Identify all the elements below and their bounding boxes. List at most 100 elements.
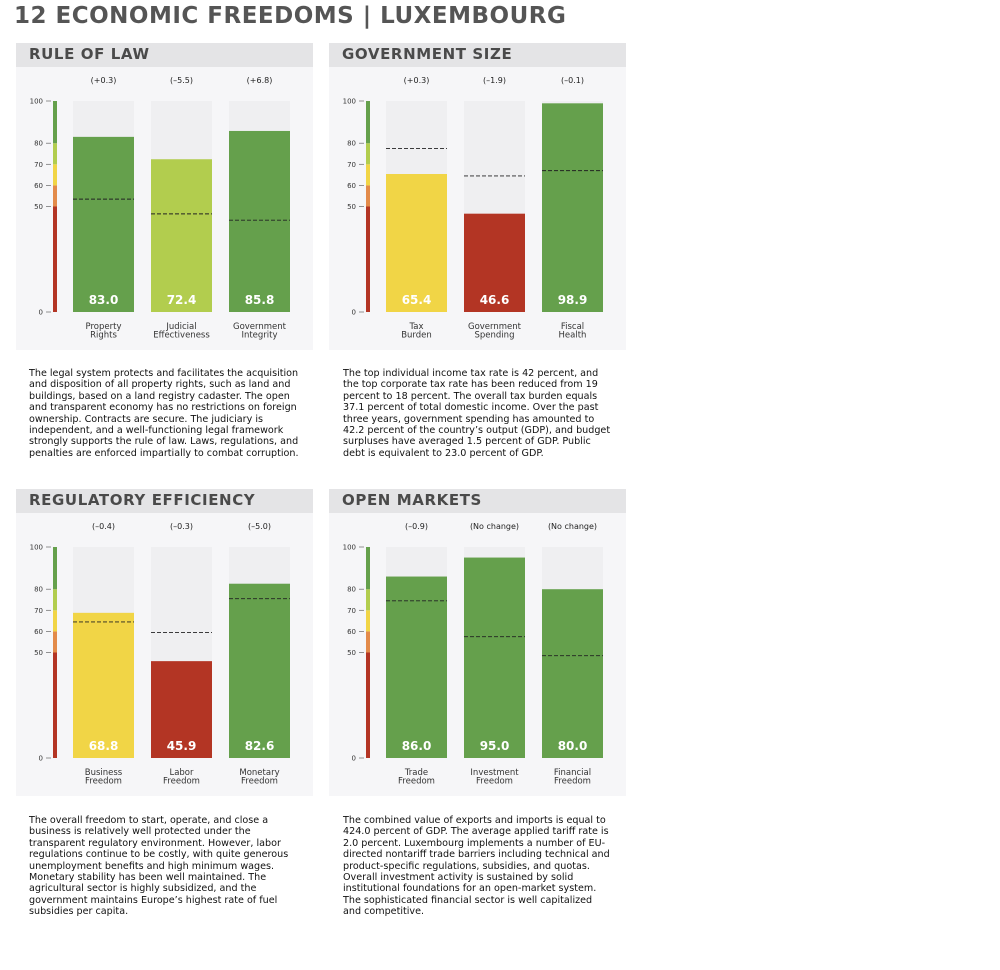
bar (542, 103, 603, 312)
change-label: (No change) (470, 522, 519, 531)
y-tick-label: 0 (39, 755, 43, 763)
panel-header: REGULATORY EFFICIENCY (16, 489, 313, 513)
category-label: Health (559, 331, 587, 341)
y-tick-label: 100 (30, 98, 43, 106)
change-label: (–1.9) (483, 76, 506, 85)
category-label: Rights (90, 331, 117, 341)
scale-band (53, 652, 57, 758)
category-label: Freedom (398, 777, 435, 787)
bar-value-label: 80.0 (558, 739, 588, 753)
bar (73, 136, 134, 312)
y-tick-label: 100 (30, 544, 43, 552)
bar-value-label: 65.4 (402, 293, 432, 307)
page-title: 12 ECONOMIC FREEDOMS | LUXEMBOURG (14, 3, 567, 29)
bar (542, 589, 603, 758)
bar (151, 159, 212, 312)
category-label: Freedom (85, 777, 122, 787)
panel-header: RULE OF LAW (16, 43, 313, 67)
category-label: Burden (401, 331, 432, 341)
category-label: Judicial (165, 322, 196, 332)
scale-band (53, 164, 57, 186)
change-label: (–5.0) (248, 522, 271, 531)
bar-value-label: 72.4 (167, 293, 197, 307)
bar (73, 612, 134, 758)
regulatory-efficiency-description: The overall freedom to start, operate, a… (29, 815, 299, 918)
scale-band (53, 185, 57, 207)
category-label: Government (233, 322, 287, 332)
category-label: Monetary (239, 768, 279, 778)
scale-band (366, 206, 370, 312)
open-markets-description: The combined value of exports and import… (343, 815, 613, 918)
bar-value-label: 45.9 (167, 739, 197, 753)
category-label: Freedom (554, 777, 591, 787)
y-tick-label: 100 (343, 98, 356, 106)
panel-rule-of-law: RULE OF LAW 0 50 60 70 80 100 83.0 (+0.3) Proper… (16, 43, 313, 350)
category-label: Integrity (241, 331, 277, 341)
bar (386, 174, 447, 312)
category-label: Financial (554, 768, 591, 778)
scale-band (53, 589, 57, 611)
panel-title: RULE OF LAW (29, 45, 150, 63)
scale-band (53, 610, 57, 632)
y-tick-label: 60 (347, 628, 356, 636)
change-label: (+0.3) (404, 76, 430, 85)
change-label: (No change) (548, 522, 597, 531)
scale-band (366, 164, 370, 186)
panel-header: GOVERNMENT SIZE (329, 43, 626, 67)
change-label: (–0.1) (561, 76, 584, 85)
y-tick-label: 50 (34, 649, 43, 657)
bar (151, 661, 212, 758)
category-label: Freedom (241, 777, 278, 787)
scale-band (53, 206, 57, 312)
panel-regulatory-efficiency: REGULATORY EFFICIENCY 0 50 60 70 80 100 68.8 (–… (16, 489, 313, 796)
scale-band (366, 547, 370, 590)
category-label: Investment (470, 768, 519, 778)
y-tick-label: 80 (34, 586, 43, 594)
category-label: Trade (404, 768, 428, 778)
scale-band (366, 143, 370, 165)
bar-value-label: 46.6 (480, 293, 510, 307)
scale-band (53, 631, 57, 653)
bar (464, 557, 525, 758)
category-label: Labor (169, 768, 194, 778)
description-text: The combined value of exports and import… (343, 815, 610, 918)
y-tick-label: 0 (352, 755, 356, 763)
description-text: The top individual income tax rate is 42… (343, 368, 611, 459)
bar-value-label: 83.0 (89, 293, 119, 307)
bar-value-label: 82.6 (245, 739, 275, 753)
change-label: (–5.5) (170, 76, 193, 85)
regulatory-efficiency-chart: 05060708010068.8(–0.4)BusinessFreedom45.… (30, 522, 290, 787)
category-label: Tax (408, 322, 423, 332)
y-tick-label: 70 (34, 607, 43, 615)
change-label: (+0.3) (91, 76, 117, 85)
bar-value-label: 95.0 (480, 739, 510, 753)
panel-title: REGULATORY EFFICIENCY (29, 491, 256, 509)
scale-band (366, 652, 370, 758)
bar-value-label: 98.9 (558, 293, 588, 307)
category-label: Fiscal (561, 322, 584, 332)
bar (229, 130, 290, 312)
y-tick-label: 70 (34, 161, 43, 169)
description-text: The legal system protects and facilitate… (29, 368, 299, 459)
open-markets-chart: 05060708010086.0(–0.9)TradeFreedom95.0(N… (343, 522, 603, 787)
scale-band (366, 185, 370, 207)
bar (464, 213, 525, 312)
y-tick-label: 60 (347, 182, 356, 190)
bar-value-label: 68.8 (89, 739, 119, 753)
category-label: Business (85, 768, 123, 778)
panel-title: GOVERNMENT SIZE (342, 45, 513, 63)
panel-government-size: GOVERNMENT SIZE 0 50 60 70 80 100 65.4 (+0.3) Ta… (329, 43, 626, 350)
scale-band (366, 610, 370, 632)
panel-title: OPEN MARKETS (342, 491, 482, 509)
description-text: The overall freedom to start, operate, a… (29, 815, 289, 918)
y-tick-label: 70 (347, 607, 356, 615)
y-tick-label: 80 (347, 586, 356, 594)
change-label: (–0.4) (92, 522, 115, 531)
panel-header: OPEN MARKETS (329, 489, 626, 513)
y-tick-label: 80 (34, 140, 43, 148)
change-label: (–0.9) (405, 522, 428, 531)
panel-open-markets: OPEN MARKETS 0 50 60 70 80 100 86.0 (–0.9) Trade… (329, 489, 626, 796)
category-label: Freedom (163, 777, 200, 787)
y-tick-label: 50 (34, 203, 43, 211)
y-tick-label: 100 (343, 544, 356, 552)
